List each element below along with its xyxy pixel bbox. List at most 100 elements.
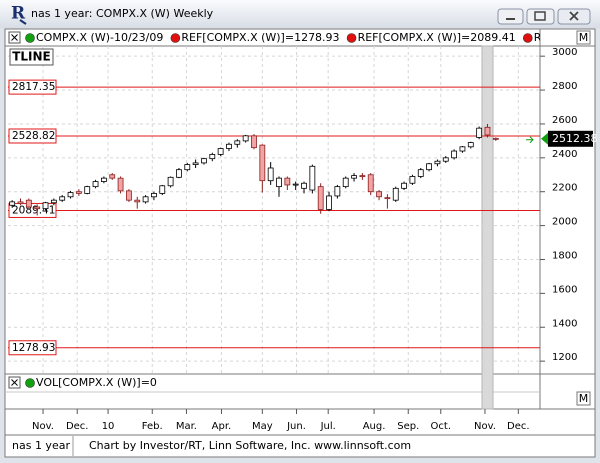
candle-body	[134, 199, 141, 203]
app-icon-glyph: R	[11, 4, 26, 24]
status-bar	[4, 434, 596, 458]
candle-body	[17, 201, 24, 204]
reference-label-box	[8, 79, 57, 95]
close-glyph	[569, 11, 579, 21]
candle-body	[409, 176, 416, 184]
candle-body	[126, 190, 132, 201]
x-tick-label: Dec.	[66, 421, 89, 432]
candle-body	[451, 150, 458, 159]
candle-body	[426, 163, 432, 171]
candle-body	[50, 199, 57, 204]
x-tick-label: May	[252, 421, 273, 432]
candle-body	[492, 137, 499, 140]
window-title: nas 1 year: COMPX.X (W) Weekly	[31, 7, 214, 20]
candle-body	[84, 186, 91, 194]
x-tick-label: Feb.	[142, 421, 163, 432]
reference-label: 2089.41	[12, 204, 55, 216]
reference-label-box	[8, 340, 57, 356]
x-tick-label: 10	[102, 421, 115, 432]
candle-body	[9, 201, 16, 206]
current-bar-highlight	[481, 45, 494, 410]
candle-body	[292, 183, 299, 186]
panel-close-glyph	[11, 34, 18, 41]
panel-label: TLINE	[12, 50, 51, 64]
x-tick-label: Aug.	[363, 421, 386, 432]
candle-body	[367, 174, 374, 193]
candle-body	[467, 142, 474, 148]
legend-swatch	[170, 33, 181, 43]
reference-label: 1278.93	[12, 342, 55, 354]
grid	[8, 46, 540, 373]
x-tick-label: Nov.	[474, 421, 496, 432]
candle-body	[442, 157, 449, 162]
candle-body	[259, 144, 266, 182]
candle-body	[384, 197, 391, 200]
candle-body	[151, 193, 157, 198]
app-icon: R	[11, 4, 27, 25]
scale-marker-box[interactable]	[576, 391, 591, 406]
y-tick-label: 2600	[552, 115, 577, 126]
candle-body	[317, 186, 324, 210]
y-tick-label: 2800	[552, 81, 577, 92]
y-tick-label: 1200	[552, 352, 577, 363]
candle-body	[434, 160, 441, 165]
candle-body	[117, 177, 124, 192]
candle-body	[226, 143, 232, 149]
volume-legend-swatch	[25, 378, 35, 388]
y-tick-label: 3000	[552, 47, 577, 58]
y-tick-label: 2200	[552, 183, 577, 194]
candle-body	[34, 206, 41, 210]
legend-swatch	[346, 33, 357, 43]
candle-body	[59, 196, 66, 201]
scale-marker: M	[579, 392, 589, 405]
legend-label: COMPX.X (W)-10/23/09	[36, 31, 163, 44]
reference-label: 2817.35	[12, 81, 55, 93]
candle-body	[359, 175, 366, 178]
maximize-glyph	[534, 11, 546, 21]
last-price-label: 2512.38	[552, 132, 598, 145]
candle-body	[351, 175, 357, 179]
legend: COMPX.X (W)-10/23/09 REF[COMPX.X (W)]=127…	[25, 31, 540, 44]
scale-marker-box[interactable]	[576, 30, 591, 45]
minimize-button[interactable]	[497, 8, 524, 25]
reference-label: 2528.82	[12, 130, 55, 142]
y-tick-label: 2000	[552, 217, 577, 228]
candle-body	[309, 165, 316, 191]
last-price-arrow	[526, 136, 534, 144]
scale-marker: M	[579, 31, 589, 44]
candle-body	[184, 164, 191, 171]
candle-body	[267, 167, 274, 182]
candle-body	[476, 127, 483, 138]
candle-body	[217, 148, 224, 155]
window-buttons[interactable]	[497, 8, 591, 25]
candle-body	[342, 177, 349, 188]
x-tick-label: Apr.	[212, 421, 232, 432]
footer-right: Chart by Investor/RT, Linn Software, Inc…	[89, 439, 411, 452]
legend-label: REF[COMPX.X (W)]=2089.41	[358, 31, 516, 44]
candle-body	[159, 185, 166, 194]
reference-label-box	[8, 128, 57, 144]
x-tick-label: Oct.	[431, 421, 451, 432]
candle-body	[67, 192, 74, 198]
candles	[9, 123, 499, 216]
candle-body	[401, 182, 407, 189]
x-tick-label: Sep.	[397, 421, 419, 432]
candle-body	[484, 126, 491, 136]
candle-body	[459, 146, 466, 152]
x-tick-label: Jul.	[320, 421, 336, 432]
y-tick-label: 1800	[552, 250, 577, 261]
volume-legend-label: VOL[COMPX.X (W)]=0	[36, 376, 157, 389]
legend-label: REF[COMPX.X (W)]=1278.93	[181, 31, 339, 44]
maximize-button[interactable]	[526, 8, 555, 25]
app-icon-tail	[19, 19, 27, 25]
candle-body	[92, 181, 99, 188]
candle-body	[42, 202, 49, 210]
legend-swatch	[25, 33, 35, 43]
panel-label-box	[9, 48, 54, 66]
candle-body	[176, 169, 182, 178]
y-tick-label: 1400	[552, 318, 577, 329]
x-tick-label: Mar.	[176, 421, 197, 432]
x-tick-label: Dec.	[507, 421, 530, 432]
legend-swatch	[522, 33, 533, 43]
